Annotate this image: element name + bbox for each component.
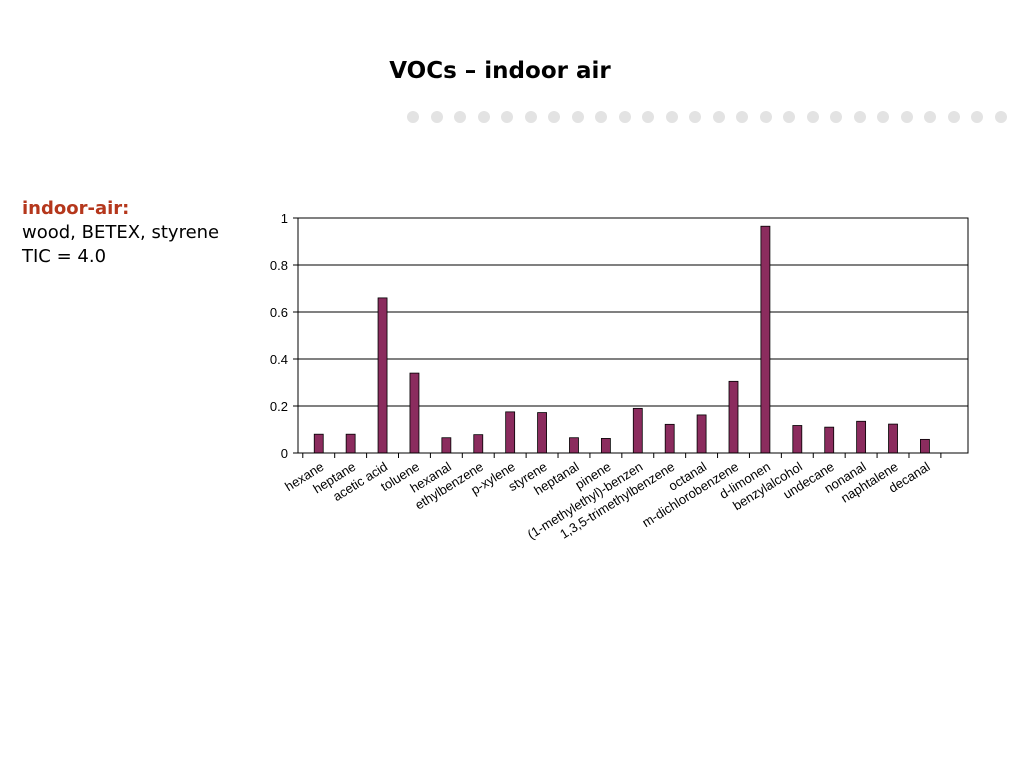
bar xyxy=(632,407,643,454)
bar xyxy=(313,433,324,454)
bar xyxy=(760,225,771,454)
y-tick-label: 0.2 xyxy=(270,399,288,414)
dot xyxy=(971,111,983,123)
side-line-materials: wood, BETEX, styrene xyxy=(22,222,220,243)
dot xyxy=(759,111,772,123)
dot xyxy=(618,111,631,123)
dot xyxy=(924,111,936,123)
x-axis xyxy=(298,452,968,458)
dot xyxy=(548,111,560,123)
gridlines xyxy=(297,217,969,454)
dot xyxy=(407,111,419,123)
side-heading: indoor-air: xyxy=(22,198,130,219)
dot xyxy=(595,111,607,123)
bar xyxy=(473,434,484,454)
bar xyxy=(696,414,707,454)
dot xyxy=(712,111,725,123)
dot xyxy=(877,111,889,123)
dot xyxy=(501,111,513,123)
bar xyxy=(920,438,930,454)
y-axis-ticks: 0 0.2 0.4 0.6 0.8 1 xyxy=(270,211,298,461)
dot xyxy=(830,111,842,123)
dot xyxy=(783,111,795,123)
bar xyxy=(856,420,867,454)
dot xyxy=(642,111,654,123)
dot xyxy=(665,111,678,123)
y-tick-label: 1 xyxy=(281,211,288,226)
y-tick-label: 0.4 xyxy=(270,352,288,367)
slide-title: VOCs – indoor air xyxy=(389,58,611,84)
y-tick-label: 0 xyxy=(281,446,288,461)
bar xyxy=(728,380,739,454)
dot xyxy=(571,111,584,123)
dot xyxy=(806,111,819,123)
dot xyxy=(994,111,1007,123)
side-line-tic: TIC = 4.0 xyxy=(22,246,107,267)
bar xyxy=(824,426,835,454)
y-tick-label: 0.6 xyxy=(270,305,288,320)
bar xyxy=(792,425,803,454)
dot xyxy=(947,111,960,123)
dot xyxy=(430,111,443,123)
bar xyxy=(409,372,420,454)
bar xyxy=(441,437,452,454)
dot xyxy=(689,111,701,123)
bar xyxy=(600,438,611,454)
dot xyxy=(454,111,466,123)
dot xyxy=(853,111,866,123)
dot xyxy=(736,111,748,123)
side-note: indoor-air: wood, BETEX, styrene TIC = 4… xyxy=(22,197,219,269)
dot xyxy=(900,111,913,123)
bar xyxy=(888,423,898,454)
dot xyxy=(524,111,537,123)
bar xyxy=(664,423,675,454)
bar xyxy=(537,412,547,454)
bar xyxy=(377,297,388,454)
bars xyxy=(313,225,930,454)
bar xyxy=(345,433,356,454)
dot xyxy=(477,111,490,123)
bar xyxy=(505,411,516,454)
bar xyxy=(569,437,579,454)
y-tick-label: 0.8 xyxy=(270,258,288,273)
